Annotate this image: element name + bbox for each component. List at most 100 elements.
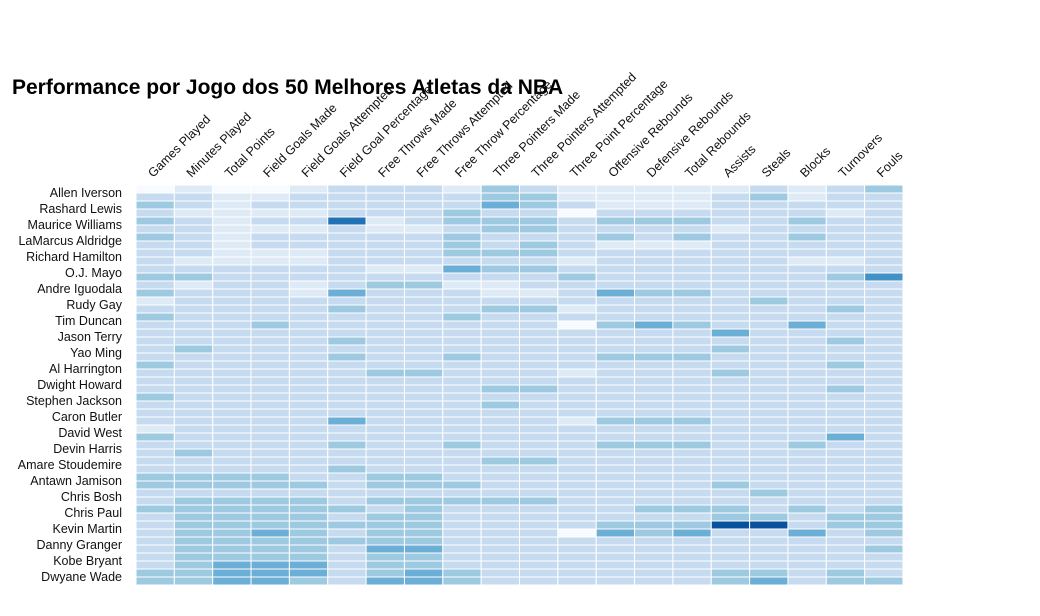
heatmap-cell [595,232,636,242]
heatmap-cell [327,464,367,474]
heatmap-cell [365,464,405,474]
heatmap-cell [634,520,674,530]
heatmap-cell [634,528,674,538]
heatmap-cell [250,560,290,570]
heatmap-cell [825,296,866,306]
heatmap-cell [365,368,405,378]
heatmap-cell [557,368,597,378]
heatmap-cell [403,296,444,306]
heatmap-cell [480,448,520,458]
heatmap-cell [173,376,214,386]
heatmap-cell [135,488,175,498]
heatmap-cell [595,376,636,386]
heatmap-cell [212,488,252,498]
heatmap-cell [442,472,482,482]
heatmap-cell [442,552,482,562]
heatmap-cell [595,208,636,218]
heatmap-cell [710,496,751,506]
heatmap-cell [288,312,329,322]
heatmap-cell [173,544,214,554]
heatmap-cell [749,560,789,570]
heatmap-cell [480,408,520,418]
heatmap-cell [480,544,520,554]
heatmap-cell [173,456,214,466]
row-label: Dwyane Wade [41,570,122,584]
heatmap-cell [825,216,866,226]
heatmap-cell [710,504,751,514]
heatmap-cell [864,552,904,562]
heatmap-cell [787,328,827,338]
heatmap-cell [749,352,789,362]
heatmap-cell [250,320,290,330]
heatmap-cell [749,384,789,394]
heatmap-cell [710,448,751,458]
heatmap-cell [212,368,252,378]
heatmap-cell [825,312,866,322]
heatmap-cell [595,456,636,466]
heatmap-cell [365,392,405,402]
heatmap-cell [288,536,329,546]
heatmap-cell [480,488,520,498]
heatmap-cell [749,256,789,266]
heatmap-cell [288,480,329,490]
heatmap-cell [864,224,904,234]
heatmap-cell [173,344,214,354]
heatmap-cell [749,544,789,554]
heatmap-cell [749,336,789,346]
heatmap-cell [634,376,674,386]
heatmap-cell [557,504,597,514]
heatmap-cell [135,440,175,450]
heatmap-cell [749,368,789,378]
heatmap-cell [135,464,175,474]
heatmap-cell [250,400,290,410]
heatmap-cell [365,328,405,338]
heatmap-cell [365,448,405,458]
heatmap-cell [365,544,405,554]
heatmap-cell [749,280,789,290]
heatmap-cell [634,544,674,554]
heatmap-cell [557,544,597,554]
heatmap-cell [288,400,329,410]
heatmap-cell [557,264,597,274]
heatmap-cell [365,296,405,306]
heatmap-cell [519,424,559,434]
heatmap-cell [672,400,712,410]
heatmap-cell [595,432,636,442]
heatmap-cell [519,440,559,450]
heatmap-cell [327,504,367,514]
heatmap-cell [710,528,751,538]
heatmap-cell [480,416,520,426]
heatmap-cell [327,560,367,570]
heatmap-cell [288,424,329,434]
heatmap-cell [672,448,712,458]
heatmap-cell [288,264,329,274]
heatmap-cell [749,408,789,418]
heatmap-cell [135,544,175,554]
heatmap-cell [595,328,636,338]
heatmap-cell [173,392,214,402]
heatmap-cell [787,368,827,378]
heatmap-cell [595,280,636,290]
heatmap-cell [557,280,597,290]
heatmap-cell [173,232,214,242]
heatmap-cell [327,432,367,442]
heatmap-cell [135,376,175,386]
heatmap-cell [634,344,674,354]
heatmap-cell [672,232,712,242]
heatmap-cell [864,368,904,378]
heatmap-cell [787,440,827,450]
heatmap-cell [519,368,559,378]
heatmap-cell [710,568,751,578]
heatmap-cell [749,520,789,530]
heatmap-cell [710,200,751,210]
heatmap-cell [634,288,674,298]
heatmap-cell [519,552,559,562]
heatmap-cell [864,496,904,506]
heatmap-cell [595,264,636,274]
heatmap-cell [557,344,597,354]
heatmap-cell [749,320,789,330]
heatmap-cell [365,400,405,410]
heatmap-cell [825,224,866,234]
heatmap-cell [442,192,482,202]
heatmap-cell [787,496,827,506]
